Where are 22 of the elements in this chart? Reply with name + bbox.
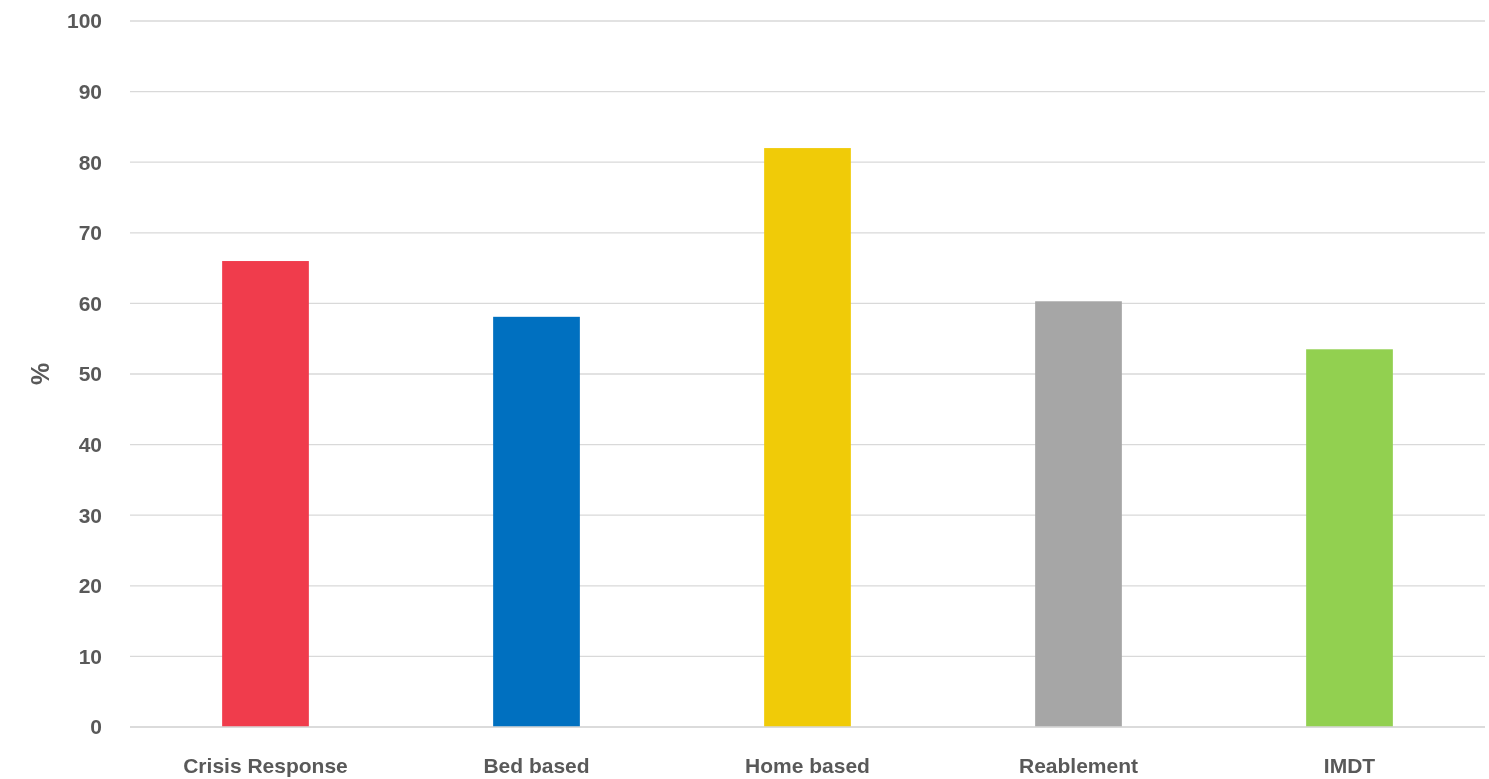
x-tick-label: Crisis Response bbox=[183, 754, 348, 777]
bar bbox=[1306, 349, 1393, 727]
y-tick-label: 100 bbox=[66, 9, 102, 33]
y-tick-label: 50 bbox=[78, 362, 102, 386]
bar bbox=[764, 148, 851, 727]
y-tick-label: 40 bbox=[78, 432, 102, 456]
y-tick-label: 10 bbox=[78, 644, 102, 668]
x-tick-label: IMDT bbox=[1323, 754, 1376, 777]
y-tick-label: 80 bbox=[78, 150, 102, 174]
y-tick-label: 0 bbox=[90, 715, 102, 739]
y-tick-label: 30 bbox=[78, 503, 102, 527]
y-tick-label: 70 bbox=[78, 221, 102, 245]
x-tick-label: Reablement bbox=[1018, 754, 1139, 777]
y-tick-label: 60 bbox=[78, 291, 102, 315]
x-tick-label: Home based bbox=[745, 754, 870, 777]
y-tick-label: 90 bbox=[78, 79, 102, 103]
bar bbox=[222, 261, 309, 727]
y-tick-label: 20 bbox=[78, 574, 102, 598]
y-axis-title: % bbox=[25, 362, 54, 386]
bar bbox=[1035, 301, 1122, 727]
bar bbox=[493, 316, 580, 727]
x-tick-label: Bed based bbox=[483, 754, 590, 777]
